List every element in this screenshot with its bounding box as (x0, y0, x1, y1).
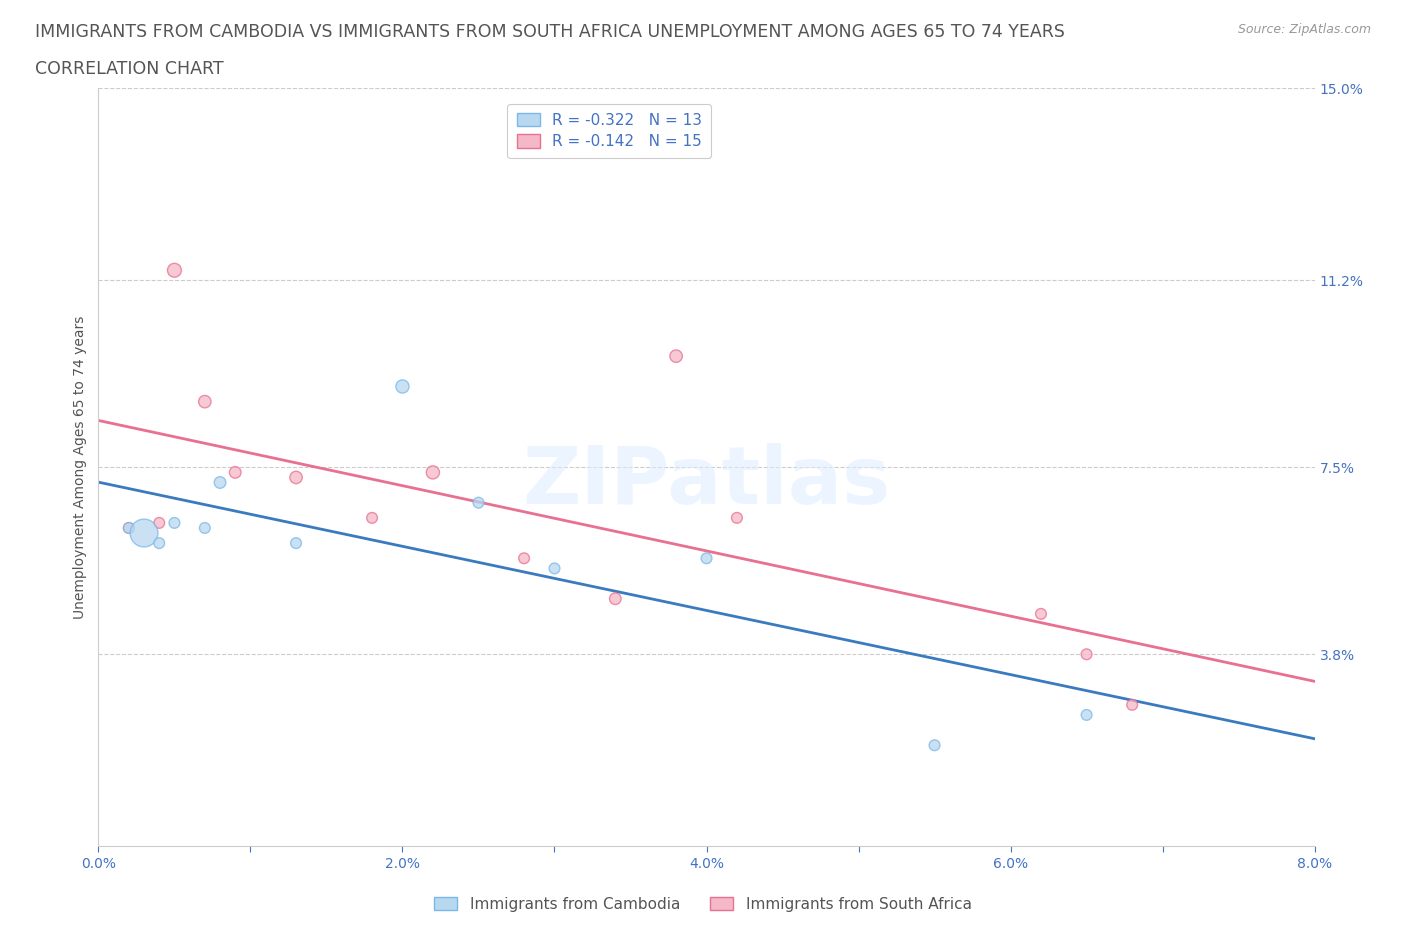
Point (163, 515, 186, 530)
Point (285, 470, 308, 485)
Legend: Immigrants from Cambodia, Immigrants from South Africa: Immigrants from Cambodia, Immigrants fro… (429, 890, 977, 918)
Text: Source: ZipAtlas.com: Source: ZipAtlas.com (1237, 23, 1371, 36)
Point (696, 551, 718, 565)
Point (194, 521, 217, 536)
Point (725, 511, 748, 525)
Point (422, 465, 444, 480)
Point (605, 591, 627, 606)
Point (1029, 606, 1052, 621)
Point (209, 475, 232, 490)
Point (1076, 647, 1098, 662)
Point (391, 379, 413, 394)
Point (194, 394, 217, 409)
Point (132, 525, 155, 540)
Point (118, 521, 141, 536)
Point (118, 521, 141, 536)
Point (285, 536, 308, 551)
Point (148, 515, 170, 530)
Point (665, 349, 688, 364)
Point (543, 561, 565, 576)
Point (163, 263, 186, 278)
Text: ZIPatlas: ZIPatlas (523, 444, 890, 522)
Point (224, 465, 246, 480)
Point (1076, 708, 1098, 723)
Point (467, 496, 489, 511)
Y-axis label: Unemployment Among Ages 65 to 74 years: Unemployment Among Ages 65 to 74 years (73, 315, 87, 619)
Text: IMMIGRANTS FROM CAMBODIA VS IMMIGRANTS FROM SOUTH AFRICA UNEMPLOYMENT AMONG AGES: IMMIGRANTS FROM CAMBODIA VS IMMIGRANTS F… (35, 23, 1064, 41)
Point (361, 511, 384, 525)
Point (1121, 698, 1143, 712)
Point (148, 536, 170, 551)
Point (513, 551, 536, 565)
Text: CORRELATION CHART: CORRELATION CHART (35, 60, 224, 78)
Legend: R = -0.322   N = 13, R = -0.142   N = 15: R = -0.322 N = 13, R = -0.142 N = 15 (508, 103, 711, 158)
Point (924, 737, 946, 752)
